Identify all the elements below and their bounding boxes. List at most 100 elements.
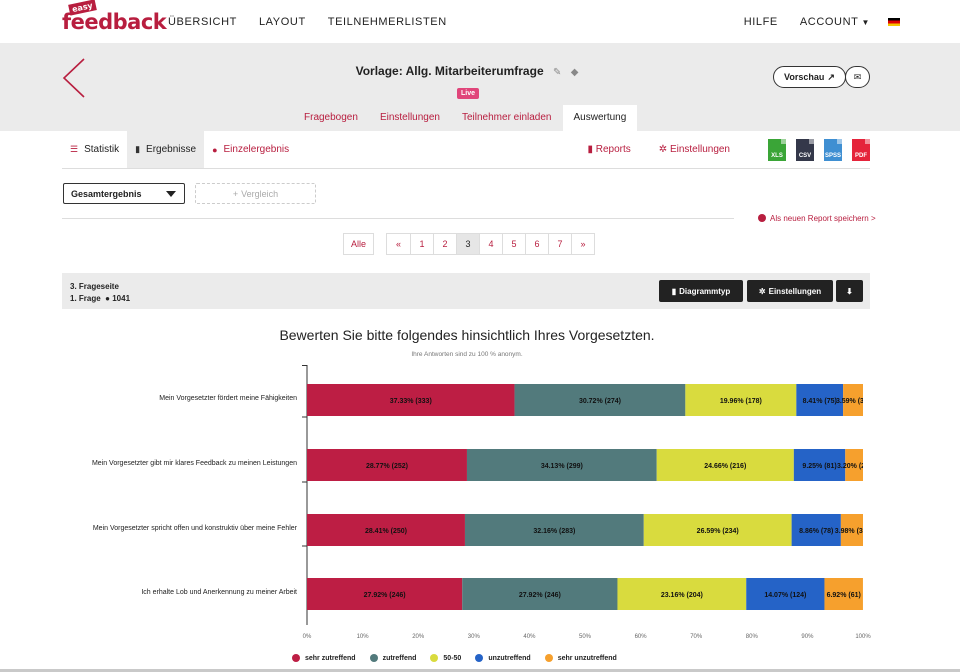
nav-participant-lists[interactable]: TEILNEHMERLISTEN [327, 15, 447, 28]
bar-segment[interactable] [514, 384, 686, 416]
tab-questionnaire[interactable]: Fragebogen [304, 112, 358, 123]
spss-export-icon[interactable]: SPSS [824, 138, 842, 161]
page-all-button[interactable]: Alle [343, 233, 374, 255]
category-label: Ich erhalte Lob und Anerkennung zu meine… [141, 589, 297, 596]
bar-segment[interactable] [843, 384, 864, 416]
page-2[interactable]: 2 [433, 234, 456, 254]
download-button[interactable]: ⬇ [836, 280, 863, 302]
legend-swatch [544, 654, 553, 662]
legend-label: 50-50 [443, 654, 462, 662]
bar-segment[interactable] [307, 384, 515, 416]
legend-item[interactable]: sehr unzutreffend [544, 654, 617, 662]
legend-item[interactable]: zutreffend [369, 654, 417, 662]
legend-label: sehr unzutreffend [557, 654, 617, 662]
bar-data-label: 19.96% (178) [720, 398, 762, 405]
back-arrow-icon[interactable] [62, 58, 88, 98]
x-tick-label: 60% [635, 634, 648, 640]
chart-type-button[interactable]: ▮ Diagrammtyp [659, 280, 743, 302]
bar-segment[interactable] [462, 578, 618, 610]
reports-link[interactable]: ▮ Reports [587, 144, 631, 155]
bar-segment[interactable] [656, 449, 794, 481]
plus-icon: + [232, 188, 239, 199]
legend-swatch [475, 654, 484, 662]
question-header: 3. Frageseite 1. Frage ● 1041 ▮ Diagrammt… [62, 273, 870, 309]
bar-data-label: 9.25% (81) [802, 463, 836, 470]
flag-icon[interactable] [888, 17, 900, 26]
legend-item[interactable]: sehr zutreffend [292, 654, 356, 662]
page-5[interactable]: 5 [502, 234, 525, 254]
gear-icon: ✲ [658, 144, 670, 155]
survey-tabs: Fragebogen Einstellungen Teilnehmer einl… [0, 105, 960, 131]
x-tick-label: 100% [855, 634, 871, 640]
user-icon: ● [212, 144, 218, 155]
chart-legend: sehr zutreffend zutreffend 50-50 unzutreffe… [292, 654, 631, 662]
bar-segment[interactable] [617, 578, 747, 610]
account-menu[interactable]: ACCOUNT ▼ [799, 15, 870, 28]
subtab-results[interactable]: ▮ Ergebnisse [127, 131, 205, 168]
bar-data-label: 14.07% (124) [764, 592, 806, 599]
bar-segment[interactable] [307, 449, 467, 481]
bar-segment[interactable] [685, 384, 797, 416]
bar-segment[interactable] [796, 384, 844, 416]
legend-item[interactable]: 50-50 [430, 654, 461, 662]
bar-segment[interactable] [845, 449, 864, 481]
bar-segment[interactable] [791, 514, 841, 546]
question-settings-button[interactable]: ✲ Einstellungen [747, 280, 833, 302]
stacked-bar-chart: 37.33% (333) 30.72% (274) 19.96% (178) 8.41… [302, 365, 960, 640]
app-logo[interactable]: easy feedback [62, 0, 167, 34]
bar-segment[interactable] [307, 578, 463, 610]
tab-settings[interactable]: Einstellungen [379, 112, 440, 123]
x-tick-label: 50% [579, 634, 592, 640]
legend-label: zutreffend [382, 654, 417, 662]
nav-overview[interactable]: ÜBERSICHT [168, 15, 237, 28]
bar-segment[interactable] [643, 514, 792, 546]
edit-icon[interactable]: ✎ [552, 67, 562, 78]
add-comparison-button[interactable]: + Vergleich [195, 183, 316, 204]
x-tick-label: 40% [523, 634, 536, 640]
bar-data-label: 27.92% (246) [519, 592, 561, 599]
page-1[interactable]: 1 [410, 234, 433, 254]
bar-segment[interactable] [793, 449, 846, 481]
bar-data-label: 3.20% (28) [837, 463, 871, 470]
bar-chart-icon: ▮ [671, 286, 677, 296]
nav-help[interactable]: HILFE [743, 15, 778, 28]
subtab-single-result[interactable]: ● Einzelergebnis [212, 144, 290, 155]
tab-invite[interactable]: Teilnehmer einladen [461, 112, 552, 123]
page-prev[interactable]: « [395, 239, 401, 249]
bar-segment[interactable] [466, 449, 657, 481]
page-3[interactable]: 3 [456, 234, 479, 254]
bar-chart-icon: ▮ [587, 144, 596, 155]
result-filter-select[interactable]: Gesamtergebnis [63, 183, 185, 204]
bar-segment[interactable] [840, 514, 863, 546]
xls-export-icon[interactable]: XLS [768, 138, 786, 161]
list-icon: ☰ [70, 144, 79, 154]
settings-link[interactable]: ✲ Einstellungen [658, 144, 730, 155]
bar-data-label: 8.86% (78) [799, 528, 833, 535]
subtab-statistics[interactable]: ☰ Statistik [70, 144, 120, 155]
mail-button[interactable]: ✉ [845, 66, 870, 88]
bar-segment[interactable] [307, 514, 465, 546]
x-tick-label: 70% [690, 634, 703, 640]
nav-layout[interactable]: LAYOUT [258, 15, 306, 28]
page-4[interactable]: 4 [479, 234, 502, 254]
page-6[interactable]: 6 [525, 234, 548, 254]
pagination: « 1 2 3 4 5 6 7 » [386, 233, 595, 255]
preview-button[interactable]: Vorschau ↗ [773, 66, 846, 88]
live-badge: Live [457, 88, 480, 99]
pdf-export-icon[interactable]: PDF [852, 138, 870, 161]
page-7[interactable]: 7 [548, 234, 571, 254]
tag-icon[interactable]: ◆ [570, 67, 579, 78]
page-next[interactable]: » [571, 234, 594, 254]
tab-evaluation[interactable]: Auswertung [562, 105, 638, 131]
bar-data-label: 24.66% (216) [704, 463, 746, 470]
legend-swatch [369, 654, 378, 662]
top-navbar: easy feedback ÜBERSICHT LAYOUT TEILNEHME… [0, 0, 960, 43]
bar-data-label: 34.13% (299) [541, 463, 583, 470]
legend-item[interactable]: unzutreffend [475, 654, 531, 662]
category-label: Mein Vorgesetzter fördert meine Fähigkei… [159, 395, 297, 402]
bar-segment[interactable] [746, 578, 825, 610]
bar-segment[interactable] [464, 514, 644, 546]
bar-segment[interactable] [824, 578, 863, 610]
csv-export-icon[interactable]: CSV [796, 138, 814, 161]
save-report-link[interactable]: Als neuen Report speichern > [758, 214, 876, 223]
